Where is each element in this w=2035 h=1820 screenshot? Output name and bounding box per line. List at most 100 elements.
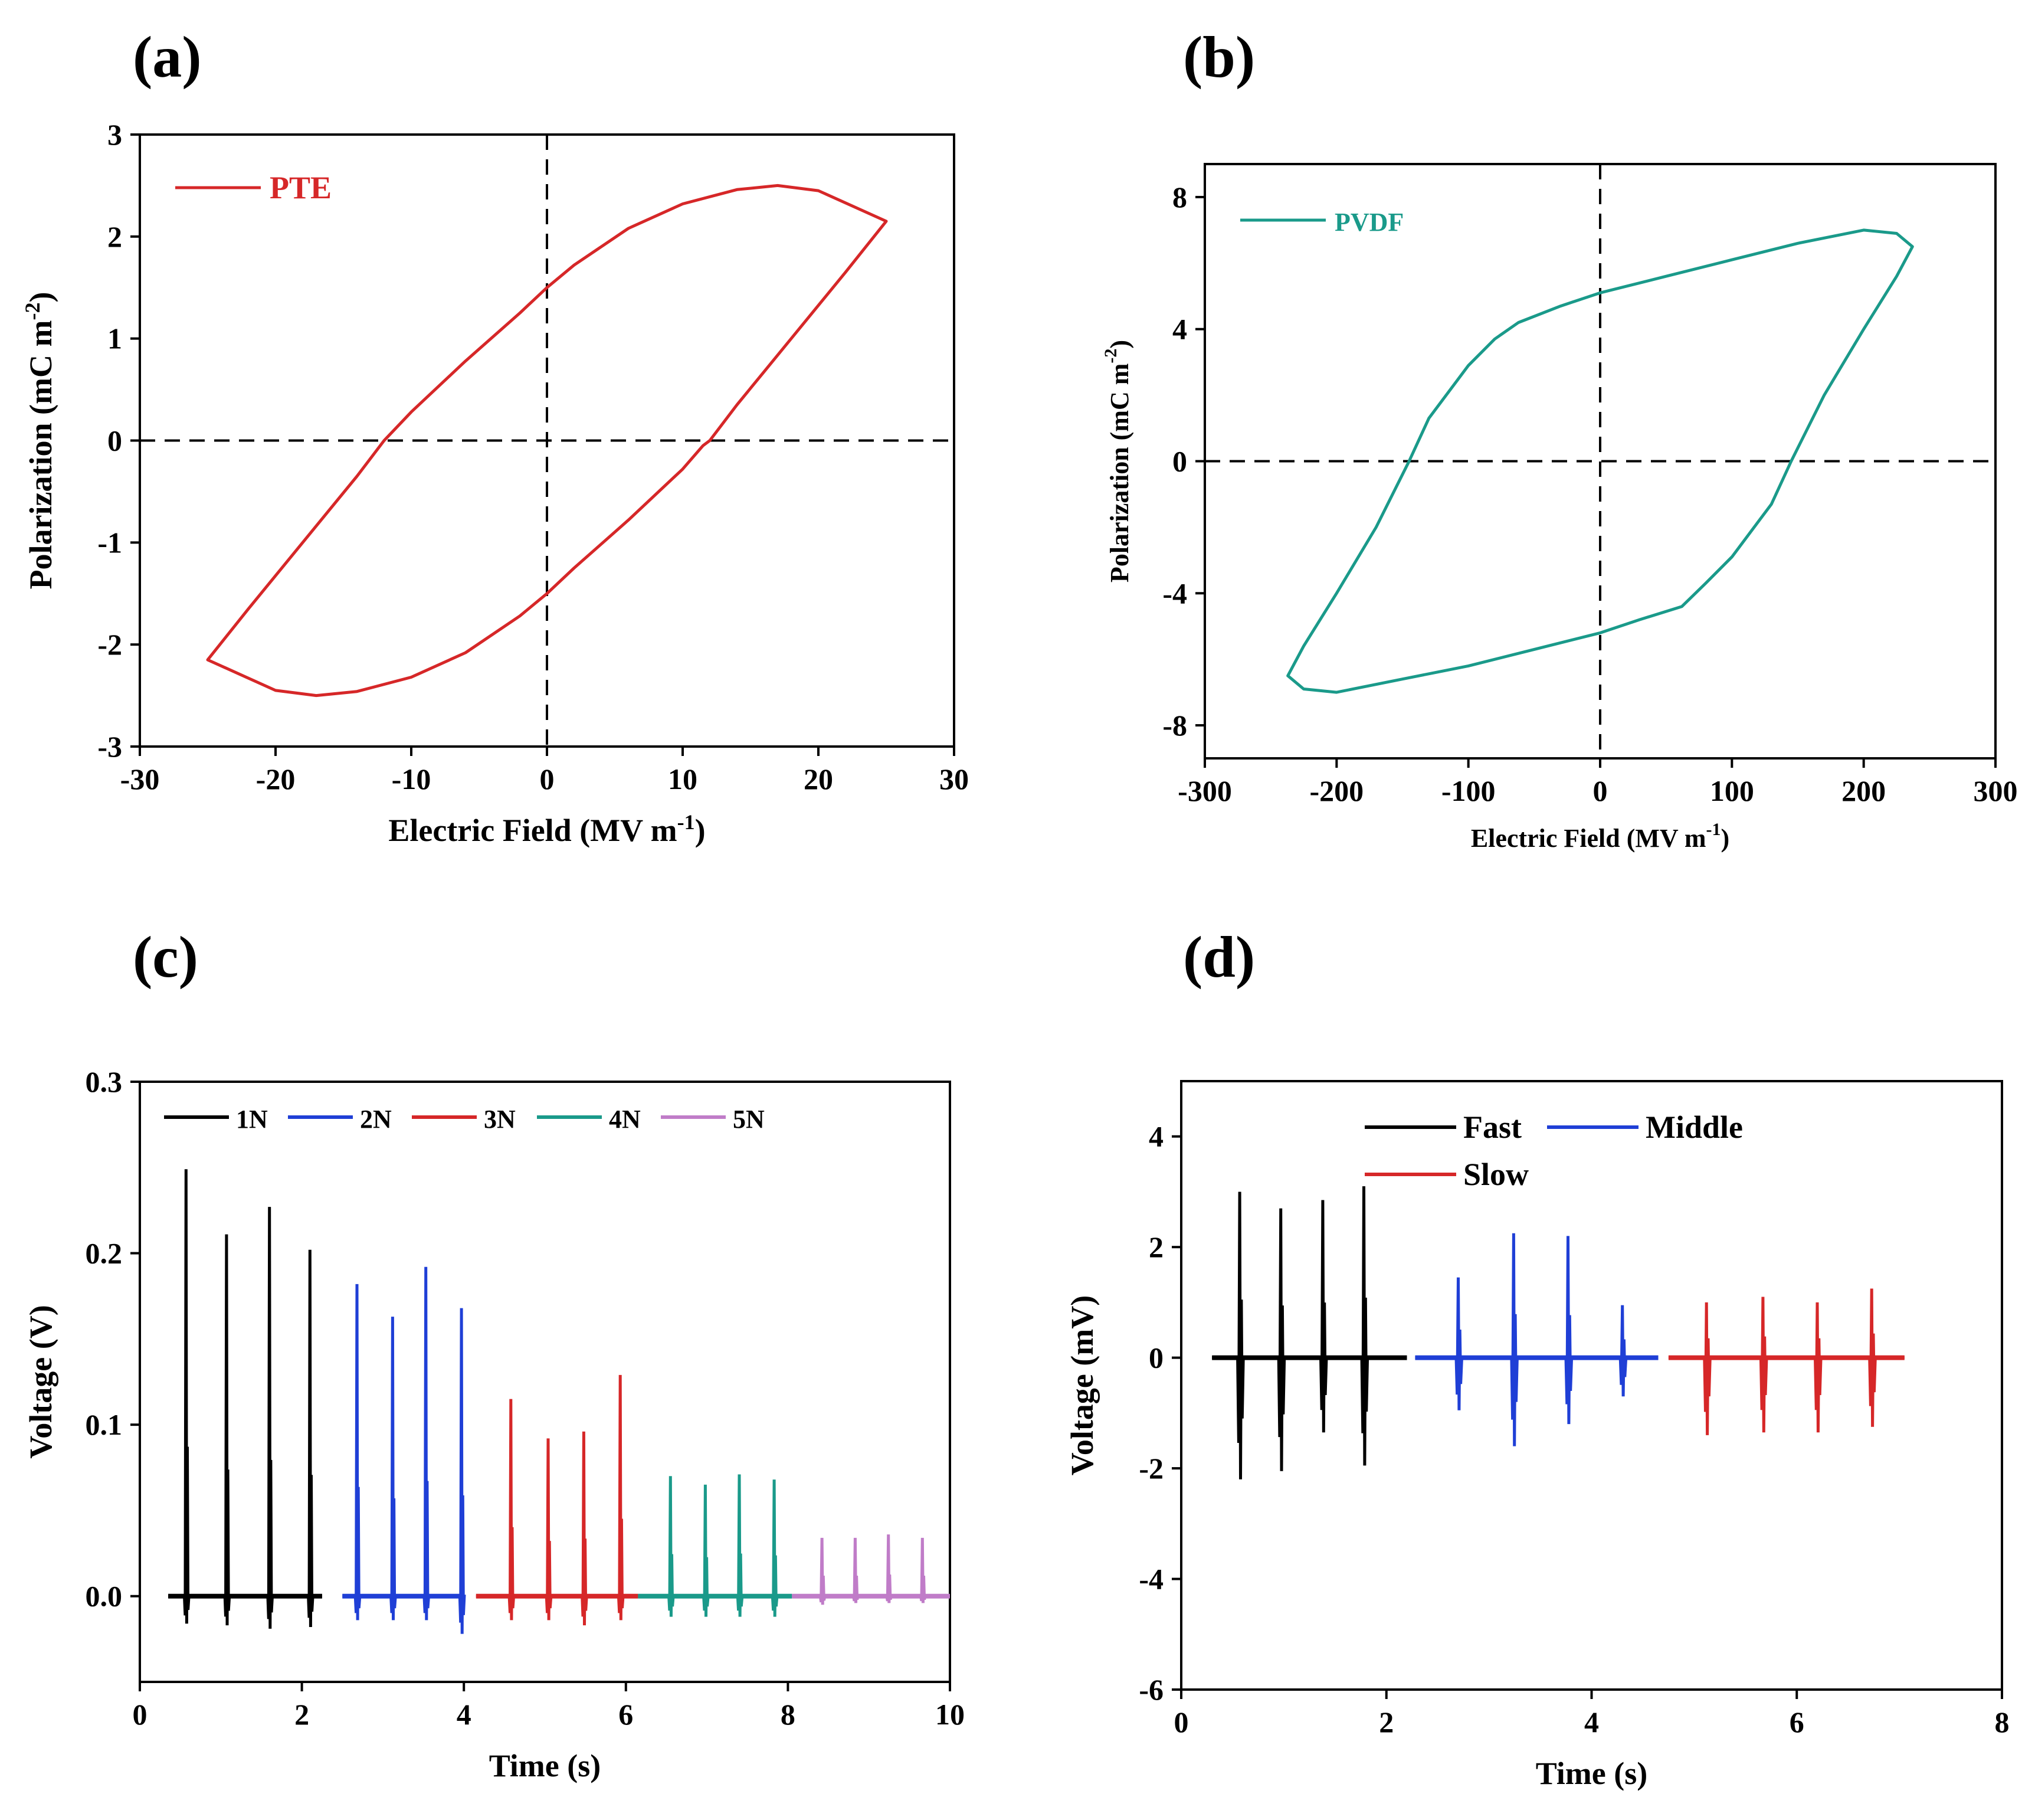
y-tick-label: -3 <box>97 730 122 763</box>
y-tick-label: 4 <box>1149 1120 1164 1153</box>
x-tick-label: 6 <box>1790 1706 1804 1739</box>
x-tick-label: 6 <box>618 1698 633 1731</box>
x-tick-label: 4 <box>1584 1706 1599 1739</box>
x-tick-label: 0 <box>540 762 555 796</box>
panel-label-d: (d) <box>1183 924 1255 990</box>
series-line-2n <box>342 1266 466 1634</box>
x-tick-label: 30 <box>939 762 969 796</box>
series-line-fast <box>1212 1186 1407 1479</box>
series-line-middle <box>1415 1233 1659 1446</box>
legend-label: Fast <box>1463 1109 1522 1145</box>
plot-frame <box>1180 1080 2003 1691</box>
x-tick-label: 200 <box>1841 774 1886 807</box>
baseline-band <box>1668 1355 1905 1360</box>
y-tick-label: 0 <box>107 424 122 457</box>
y-axis-label-text: Voltage (mV) <box>1064 1295 1100 1475</box>
x-tick-label: 8 <box>1995 1706 2010 1739</box>
x-tick-label: 4 <box>457 1698 471 1731</box>
y-axis-label: Polarization (mC m-2) <box>1101 340 1134 582</box>
y-axis-label: Voltage (mV) <box>1064 1295 1100 1475</box>
x-axis-label-text: Time (s) <box>1536 1756 1647 1791</box>
y-axis-label-sup: -2 <box>21 303 44 320</box>
x-axis-label-text: Time (s) <box>489 1748 601 1783</box>
x-tick-label: 0 <box>1174 1706 1189 1739</box>
legend-label: 5N <box>733 1105 765 1134</box>
baseline-band <box>342 1593 464 1599</box>
y-axis-label-end: ) <box>23 292 58 303</box>
x-axis-label-text: Electric Field (MV m <box>388 813 677 848</box>
legend-label: 1N <box>236 1105 268 1134</box>
y-tick-label: 0.3 <box>86 1065 123 1098</box>
series-line-pte <box>206 184 888 698</box>
y-tick-label: 2 <box>107 220 122 253</box>
legend-label: Slow <box>1463 1157 1529 1192</box>
y-axis-label: Voltage (V) <box>23 1305 58 1458</box>
y-tick-label: 0.0 <box>86 1580 123 1613</box>
y-axis-label: Polarization (mC m-2) <box>21 292 58 590</box>
y-tick-label: 0 <box>1149 1341 1164 1374</box>
series-line-slow <box>1668 1288 1905 1435</box>
x-tick-label: 2 <box>294 1698 309 1731</box>
x-axis-label: Electric Field (MV m-1) <box>1471 820 1729 853</box>
legend-label: Middle <box>1646 1109 1743 1145</box>
x-tick-label: 2 <box>1379 1706 1394 1739</box>
y-tick-label: 0 <box>1172 445 1187 478</box>
x-axis-label-sup: -1 <box>677 810 695 834</box>
panel-label-c: (c) <box>133 924 198 990</box>
legend-label: 2N <box>360 1105 392 1134</box>
y-tick-label: 8 <box>1172 181 1187 214</box>
y-tick-label: -2 <box>97 628 122 661</box>
y-tick-label: 1 <box>107 322 122 355</box>
legend-label: 3N <box>484 1105 516 1134</box>
x-axis-label-end: ) <box>1721 824 1730 853</box>
chart-panel-c: 0 2 4 6 8 10 0.0 0.1 0.2 0.3 Time (s) Voltage (V) 1N… <box>23 1065 965 1783</box>
y-tick-label: -6 <box>1139 1673 1164 1706</box>
y-axis-label-text: Polarization (mC m <box>23 320 58 590</box>
series-line-1n <box>168 1169 322 1629</box>
baseline-band <box>1415 1355 1659 1360</box>
x-axis-label-end: ) <box>695 813 706 848</box>
legend-label: PVDF <box>1335 208 1404 237</box>
baseline-band <box>1212 1355 1407 1360</box>
y-tick-label: -8 <box>1162 709 1187 742</box>
y-tick-label: 2 <box>1149 1230 1164 1263</box>
y-tick-label: 3 <box>107 118 122 151</box>
y-tick-label: -4 <box>1162 577 1187 610</box>
x-tick-label: -20 <box>256 762 296 796</box>
x-tick-label: 10 <box>935 1698 965 1731</box>
x-tick-label: 0 <box>1593 774 1608 807</box>
x-tick-label: 20 <box>804 762 833 796</box>
y-axis-label-text: Polarization (mC m <box>1105 364 1134 582</box>
series-line-3n <box>476 1374 638 1626</box>
x-tick-label: -200 <box>1310 774 1364 807</box>
y-tick-label: 0.1 <box>86 1408 123 1441</box>
panel-label-a: (a) <box>133 24 202 90</box>
legend-label: PTE <box>270 170 332 205</box>
x-tick-label: 300 <box>1974 774 2018 807</box>
y-axis-label-text: Voltage (V) <box>23 1305 58 1458</box>
x-tick-label: 8 <box>781 1698 795 1731</box>
x-tick-label: -30 <box>120 762 160 796</box>
x-axis-label-text: Electric Field (MV m <box>1471 824 1706 853</box>
y-tick-label: -2 <box>1139 1452 1164 1485</box>
x-tick-label: 10 <box>668 762 697 796</box>
x-tick-label: -100 <box>1441 774 1496 807</box>
x-axis-label: Electric Field (MV m-1) <box>388 810 705 848</box>
y-tick-label: 0.2 <box>86 1237 123 1270</box>
baseline-band <box>168 1593 322 1599</box>
x-axis-label-sup: -1 <box>1706 820 1721 839</box>
x-tick-label: -10 <box>392 762 431 796</box>
y-tick-label: 4 <box>1172 313 1187 346</box>
x-tick-label: 100 <box>1710 774 1754 807</box>
baseline-band <box>638 1593 792 1599</box>
x-axis-label: Time (s) <box>489 1748 601 1783</box>
y-tick-label: -4 <box>1139 1563 1164 1596</box>
legend-label: 4N <box>609 1105 641 1134</box>
panel-label-b: (b) <box>1183 24 1255 90</box>
y-axis-label-sup: -2 <box>1101 349 1120 364</box>
y-axis-label-end: ) <box>1105 340 1134 349</box>
y-tick-label: -1 <box>97 526 122 559</box>
x-axis-label: Time (s) <box>1536 1756 1647 1791</box>
